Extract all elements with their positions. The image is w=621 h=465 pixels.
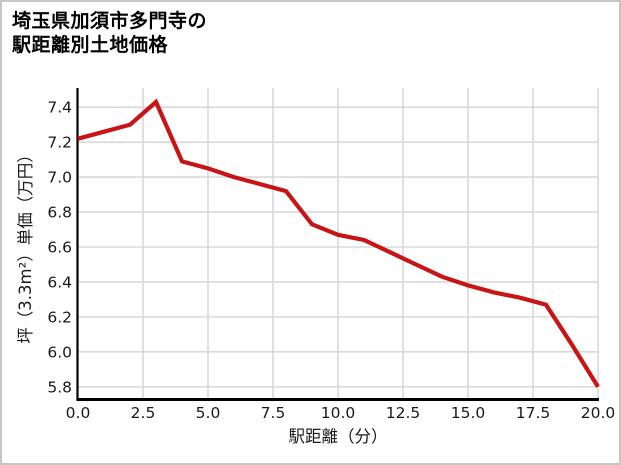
gridlines [78,88,599,399]
price-line-series [77,98,600,388]
y-tick-label: 6.6 [47,238,72,256]
chart-title-line-2: 駅距離別土地価格 [12,34,169,56]
y-axis-title: 坪（3.3m²）単価（万円） [16,146,35,343]
chart-title: 埼玉県加須市多門寺の 駅距離別土地価格 [12,9,207,57]
y-tick-label: 7.4 [47,99,72,117]
x-tick-label: 17.5 [516,404,551,422]
x-tick-label: 12.5 [386,404,421,422]
x-tick-label: 0.0 [66,404,91,422]
price-line [77,98,600,388]
axis-spines [76,88,599,401]
x-tick-label: 7.5 [261,404,286,422]
y-tick-label: 6.8 [47,204,72,222]
x-tick-label: 2.5 [131,404,156,422]
y-tick-label: 6.4 [47,273,72,291]
y-tick-label: 7.0 [47,169,72,187]
y-tick-label: 6.0 [47,343,72,361]
x-tick-label: 20.0 [581,404,616,422]
x-axis-title: 駅距離（分） [289,427,388,446]
y-tick-label: 7.2 [47,134,72,152]
chart-title-line-1: 埼玉県加須市多門寺の [12,10,208,32]
y-tick-label: 6.2 [47,308,72,326]
y-tick-label: 5.8 [47,378,72,396]
x-tick-label: 15.0 [451,404,486,422]
x-tick-label: 10.0 [321,404,356,422]
x-tick-label: 5.0 [196,404,221,422]
tick-labels: 5.8 6.0 6.2 6.4 6.6 6.8 7.0 7.2 7.4 0.0 2.5 5.0 7.5 1… [47,99,615,422]
